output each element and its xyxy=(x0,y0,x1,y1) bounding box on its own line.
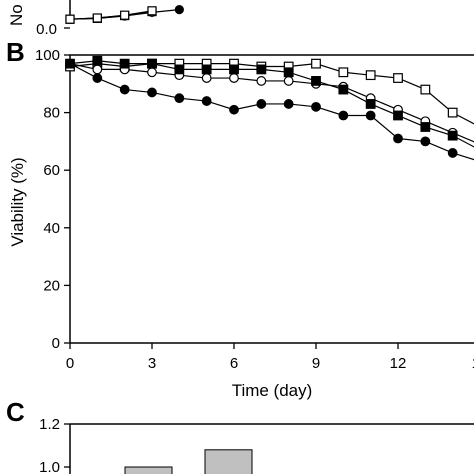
series-line xyxy=(69,10,153,20)
panel-c-bar xyxy=(204,449,253,474)
data-point xyxy=(420,84,431,95)
data-point xyxy=(201,73,212,83)
data-point xyxy=(365,110,376,121)
data-point xyxy=(229,104,239,115)
y-tick-label: 80 xyxy=(43,105,60,122)
data-point xyxy=(147,87,157,98)
panel-b: B 0 20 40 60 80 100 0 3 6 9 12 15 Viability (%) Ti… xyxy=(6,37,474,400)
data-point xyxy=(393,133,403,144)
data-point xyxy=(447,148,458,158)
data-point xyxy=(92,73,103,83)
data-point xyxy=(92,13,102,23)
panel-a-y-tick-label: 0.0 xyxy=(36,21,57,38)
data-point xyxy=(256,99,267,109)
y-tick-label: 40 xyxy=(43,220,60,237)
data-point xyxy=(229,73,239,83)
panel-c-bar xyxy=(124,466,173,474)
data-point xyxy=(65,14,75,24)
data-point xyxy=(120,10,130,20)
x-tick-label: 9 xyxy=(312,355,320,372)
data-point xyxy=(365,70,376,81)
panel-b-letter: B xyxy=(6,37,25,67)
data-point xyxy=(92,64,103,75)
panel-c-y-tick-label: 1.2 xyxy=(39,416,60,433)
series-line xyxy=(69,63,474,161)
data-point xyxy=(283,67,294,78)
data-point xyxy=(147,6,157,16)
panel-c-y-tick-label: 1.0 xyxy=(39,459,60,474)
data-point xyxy=(92,55,103,66)
data-point xyxy=(256,76,267,86)
panel-a-plot-area xyxy=(64,0,184,29)
panel-a-y-axis-title: No xyxy=(7,4,26,26)
data-point xyxy=(365,99,376,109)
data-point xyxy=(174,5,184,15)
data-point xyxy=(420,122,431,132)
panel-a-series-open-square xyxy=(65,6,157,24)
panel-a-series-filled-square xyxy=(65,6,157,24)
data-point xyxy=(147,67,157,78)
series-line xyxy=(69,63,474,125)
y-tick-label: 60 xyxy=(43,162,60,179)
data-point xyxy=(283,99,294,109)
panel-c-letter: C xyxy=(6,397,25,427)
x-tick-label: 15 xyxy=(472,355,474,372)
y-tick-label: 0 xyxy=(52,335,60,352)
data-point xyxy=(229,64,239,75)
data-point xyxy=(147,58,157,69)
panel-b-plot-frame xyxy=(69,54,474,344)
x-tick-label: 0 xyxy=(66,355,74,372)
panel-a-series-open-circle xyxy=(65,7,157,24)
y-tick-label: 20 xyxy=(43,277,60,294)
data-point xyxy=(65,58,75,69)
data-point xyxy=(311,76,321,86)
panel-a: No 0.0 xyxy=(7,0,184,38)
panel-b-series-group xyxy=(65,55,474,161)
data-point xyxy=(447,107,458,118)
data-point xyxy=(311,58,321,69)
data-point xyxy=(174,64,185,75)
data-point xyxy=(338,67,349,78)
data-point xyxy=(393,73,403,83)
x-tick-label: 3 xyxy=(148,355,156,372)
data-point xyxy=(119,84,130,95)
data-point xyxy=(283,76,294,86)
data-point xyxy=(256,64,267,75)
data-point xyxy=(311,101,321,112)
data-point xyxy=(420,136,431,147)
x-tick-label: 6 xyxy=(230,355,238,372)
panel-c: C 1.0 1.2 xyxy=(6,397,474,474)
data-point xyxy=(447,130,458,141)
series-line xyxy=(69,63,474,143)
data-point xyxy=(338,84,349,95)
data-point xyxy=(119,58,130,69)
data-point xyxy=(174,93,185,104)
data-point xyxy=(201,64,212,75)
panel-b-x-axis: 0 3 6 9 12 15 xyxy=(66,343,474,372)
series-line xyxy=(69,60,474,148)
panel-b-x-axis-title: Time (day) xyxy=(232,381,313,400)
data-point xyxy=(201,96,212,106)
panel-c-plot-area: 1.0 1.2 xyxy=(39,416,474,474)
y-tick-label: 100 xyxy=(35,47,60,64)
panel-b-y-axis: 0 20 40 60 80 100 xyxy=(35,47,70,352)
x-tick-label: 12 xyxy=(390,355,407,372)
data-point xyxy=(393,110,403,121)
panel-b-y-axis-title: Viability (%) xyxy=(8,157,27,246)
series-filled-circle xyxy=(65,58,474,161)
data-point xyxy=(338,110,349,121)
